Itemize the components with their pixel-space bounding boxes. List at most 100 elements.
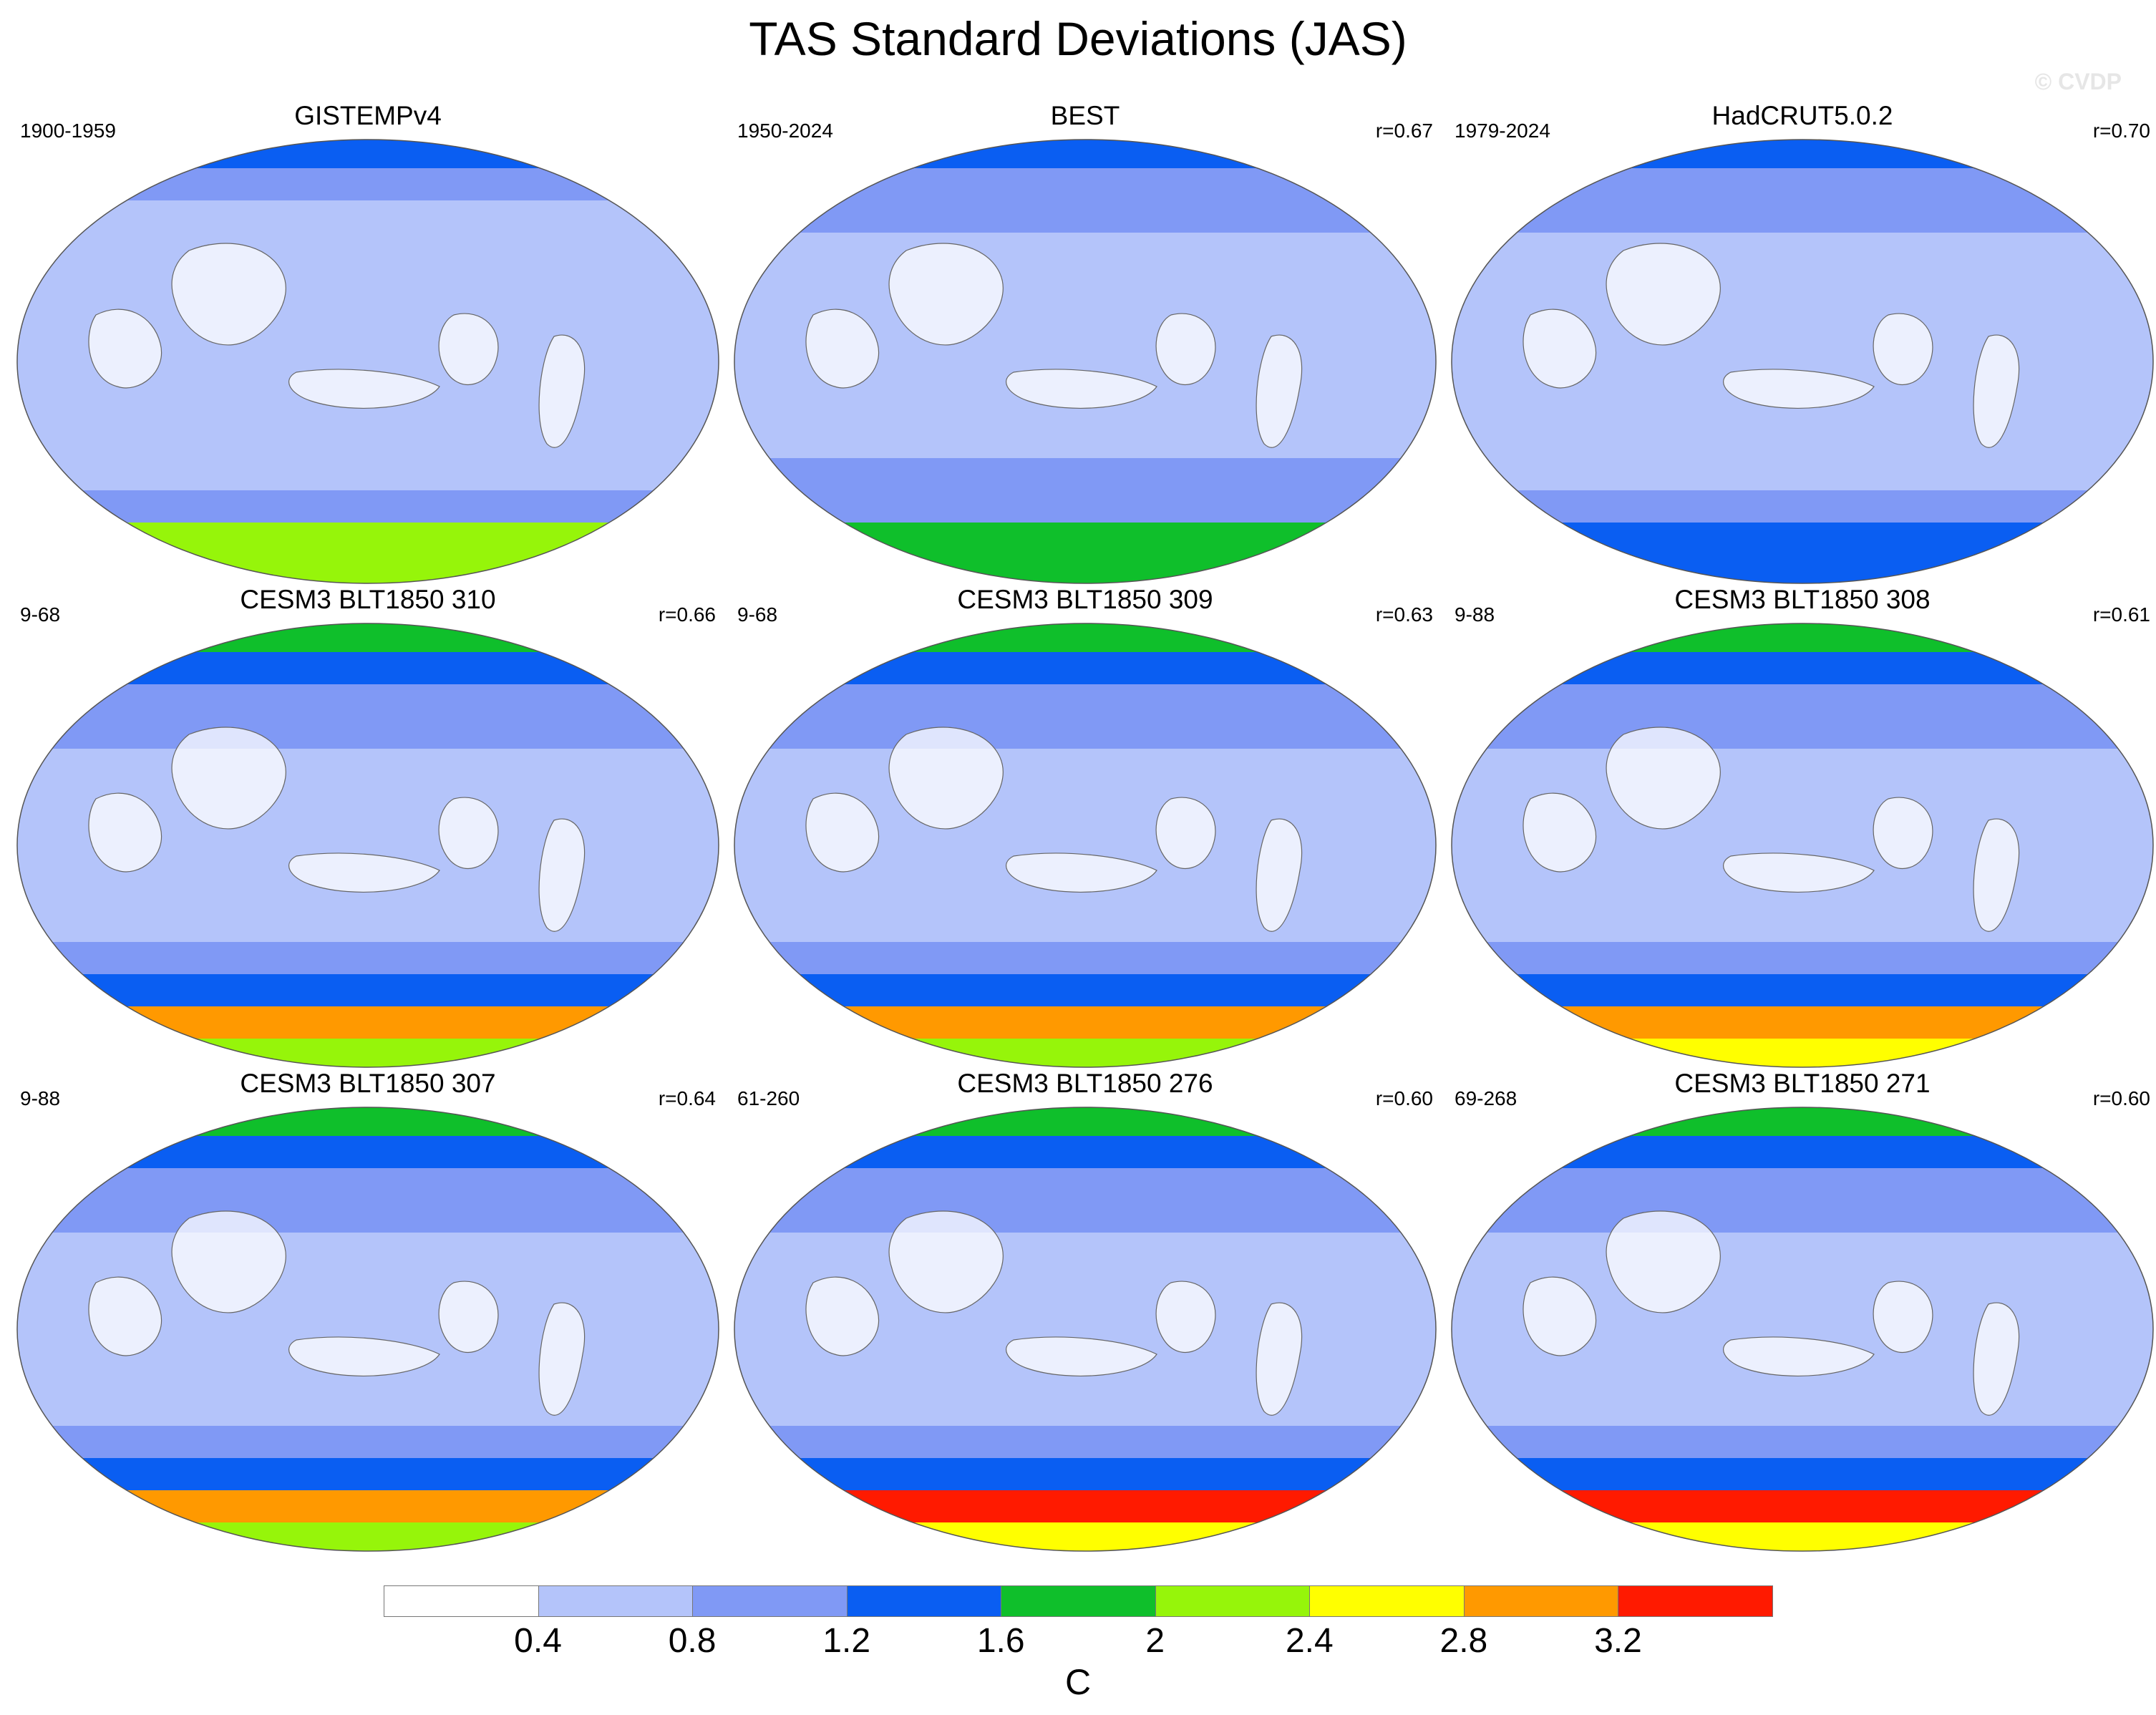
panel-correlation: r=0.64 bbox=[658, 1087, 716, 1109]
map-outline bbox=[16, 1107, 719, 1552]
sd-latitude-band bbox=[734, 652, 1436, 685]
landmass-outline bbox=[538, 1302, 586, 1416]
colorbar-units-label: C bbox=[1064, 1662, 1092, 1702]
sd-latitude-band bbox=[17, 1200, 719, 1233]
sd-latitude-band bbox=[734, 716, 1436, 749]
sd-latitude-band bbox=[17, 426, 719, 459]
panel-title: CESM3 BLT1850 276 bbox=[957, 1069, 1213, 1098]
map-panel: CESM3 BLT1850 307 9-88 r=0.64 bbox=[10, 1068, 726, 1555]
landmass-outline bbox=[1973, 818, 2020, 932]
landmass-outline bbox=[1723, 1336, 1875, 1376]
sd-latitude-band bbox=[734, 623, 1436, 653]
sd-latitude-band bbox=[1452, 623, 2153, 653]
panel-period: 1979-2024 bbox=[1455, 120, 1550, 142]
map-outline bbox=[1451, 623, 2154, 1068]
colorbar-tick-label: 1.6 bbox=[976, 1622, 1025, 1660]
landmass-outline bbox=[1973, 1302, 2020, 1416]
panel-period: 69-268 bbox=[1455, 1087, 1518, 1109]
map-svg bbox=[734, 139, 1437, 584]
map-panel: HadCRUT5.0.2 1979-2024 r=0.70 bbox=[1444, 100, 2156, 587]
landmass-outline bbox=[1723, 852, 1875, 893]
sd-latitude-band bbox=[1452, 140, 2153, 169]
sd-latitude-band bbox=[734, 1394, 1436, 1427]
sd-latitude-band bbox=[734, 233, 1436, 266]
landmass-outline bbox=[1256, 1302, 1303, 1416]
colorbar-swatch bbox=[692, 1585, 848, 1617]
landmass-outline bbox=[1006, 1336, 1157, 1376]
panel-title: BEST bbox=[1050, 101, 1120, 130]
map-panel: CESM3 BLT1850 276 61-260 r=0.60 bbox=[727, 1068, 1443, 1555]
panel-period: 9-68 bbox=[737, 603, 778, 626]
map-outline bbox=[16, 139, 719, 584]
landmass-outline bbox=[88, 308, 162, 389]
sd-latitude-band bbox=[1452, 1006, 2153, 1039]
sd-latitude-band bbox=[1452, 684, 2153, 717]
panel-correlation: r=0.60 bbox=[1375, 1087, 1433, 1109]
landmass-outline bbox=[888, 727, 1004, 830]
sd-latitude-band bbox=[734, 1107, 1436, 1137]
map-panel: CESM3 BLT1850 309 9-68 r=0.63 bbox=[727, 584, 1443, 1071]
landmass-outline bbox=[171, 243, 286, 346]
panel-correlation: r=0.63 bbox=[1375, 603, 1433, 626]
panel-correlation: r=0.67 bbox=[1375, 120, 1433, 142]
sd-latitude-band bbox=[1452, 168, 2153, 201]
colorbar-swatch bbox=[1618, 1585, 1773, 1617]
colorbar-swatch bbox=[1309, 1585, 1465, 1617]
landmass-outline bbox=[1523, 308, 1597, 389]
figure-title: TAS Standard Deviations (JAS) bbox=[749, 12, 1407, 65]
colorbar-swatch bbox=[384, 1585, 539, 1617]
sd-latitude-band bbox=[17, 910, 719, 943]
landmass-outline bbox=[288, 1336, 440, 1376]
sd-latitude-band bbox=[734, 1426, 1436, 1459]
landmass-outline bbox=[171, 727, 286, 830]
colorbar-tick-label: 0.4 bbox=[514, 1622, 562, 1660]
landmass-outline bbox=[171, 1210, 286, 1313]
landmass-outline bbox=[1873, 313, 1933, 385]
sd-latitude-band bbox=[1452, 1168, 2153, 1201]
landmass-outline bbox=[438, 797, 499, 869]
sd-latitude-band bbox=[17, 1426, 719, 1459]
panel-period: 1950-2024 bbox=[737, 120, 833, 142]
landmass-outline bbox=[438, 313, 499, 385]
sd-latitude-band bbox=[17, 233, 719, 266]
sd-latitude-band bbox=[734, 555, 1436, 583]
map-outline bbox=[734, 1107, 1437, 1552]
sd-latitude-band bbox=[17, 555, 719, 583]
sd-latitude-band bbox=[1452, 1039, 2153, 1067]
panel-period: 9-88 bbox=[1455, 603, 1495, 626]
sd-latitude-band bbox=[1452, 749, 2153, 782]
map-svg bbox=[16, 139, 719, 584]
sd-latitude-band bbox=[1452, 1394, 2153, 1427]
sd-latitude-band bbox=[734, 1458, 1436, 1491]
sd-latitude-band bbox=[734, 1039, 1436, 1067]
panel-title: CESM3 BLT1850 271 bbox=[1674, 1069, 1931, 1098]
sd-latitude-band bbox=[1452, 910, 2153, 943]
panel-period: 1900-1959 bbox=[20, 120, 116, 142]
map-outline bbox=[1451, 1107, 2154, 1552]
map-svg bbox=[734, 1107, 1437, 1552]
panel-title: CESM3 BLT1850 310 bbox=[240, 585, 496, 614]
colorbar-tick-label: 2.8 bbox=[1439, 1622, 1488, 1660]
map-svg bbox=[1451, 139, 2154, 584]
sd-latitude-band bbox=[17, 168, 719, 201]
colorbar-tick-label: 1.2 bbox=[822, 1622, 871, 1660]
map-svg bbox=[16, 623, 719, 1068]
map-panel: GISTEMPv4 1900-1959 bbox=[10, 100, 726, 587]
panel-period: 9-68 bbox=[20, 603, 61, 626]
colorbar-swatch bbox=[1463, 1585, 1619, 1617]
sd-latitude-band bbox=[17, 1039, 719, 1067]
sd-latitude-band bbox=[734, 942, 1436, 975]
sd-latitude-band bbox=[1452, 490, 2153, 523]
map-svg bbox=[734, 623, 1437, 1068]
landmass-outline bbox=[1006, 852, 1157, 893]
sd-latitude-band bbox=[17, 458, 719, 491]
sd-latitude-band bbox=[734, 140, 1436, 169]
sd-latitude-band bbox=[1452, 1107, 2153, 1137]
map-svg bbox=[1451, 1107, 2154, 1552]
landmass-outline bbox=[288, 852, 440, 893]
sd-latitude-band bbox=[17, 523, 719, 555]
sd-latitude-band bbox=[1452, 1522, 2153, 1551]
sd-latitude-band bbox=[1452, 974, 2153, 1007]
map-svg bbox=[16, 1107, 719, 1552]
landmass-outline bbox=[1523, 792, 1597, 873]
